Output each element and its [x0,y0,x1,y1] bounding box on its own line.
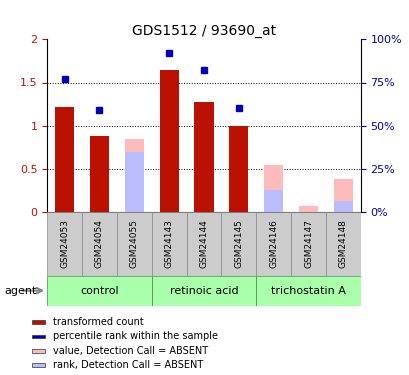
Bar [256,212,290,276]
Bar [151,276,256,306]
Text: trichostatin A: trichostatin A [270,286,345,296]
Bar [256,276,360,306]
Bar [333,179,352,212]
Text: retinoic acid: retinoic acid [169,286,238,296]
Bar [124,140,144,212]
Text: value, Detection Call = ABSENT: value, Detection Call = ABSENT [52,346,207,356]
Bar [186,212,221,276]
Title: GDS1512 / 93690_at: GDS1512 / 93690_at [132,24,275,38]
Bar [32,363,45,367]
Bar [32,334,45,338]
Text: rank, Detection Call = ABSENT: rank, Detection Call = ABSENT [52,360,202,370]
Text: control: control [80,286,119,296]
Text: GSM24147: GSM24147 [303,219,312,268]
Text: GSM24146: GSM24146 [269,219,277,268]
Bar [90,136,109,212]
Bar [32,349,45,352]
Text: transformed count: transformed count [52,317,143,327]
Text: GSM24143: GSM24143 [164,219,173,268]
Bar [194,102,213,212]
Bar [159,70,178,212]
Bar [325,212,360,276]
Text: GSM24148: GSM24148 [338,219,347,268]
Bar [263,190,283,212]
Text: GSM24054: GSM24054 [95,219,103,268]
Bar [333,201,352,212]
Text: GSM24055: GSM24055 [130,219,138,268]
Text: agent: agent [4,286,36,296]
Bar [290,212,325,276]
Bar [47,276,151,306]
Bar [221,212,256,276]
Bar [82,212,117,276]
Bar [229,126,248,212]
Text: GSM24144: GSM24144 [199,219,208,268]
Text: percentile rank within the sample: percentile rank within the sample [52,332,217,342]
Bar [263,165,283,212]
Bar [55,106,74,212]
Text: GSM24145: GSM24145 [234,219,243,268]
Bar [32,320,45,324]
Bar [151,212,186,276]
Text: GSM24053: GSM24053 [60,219,69,268]
Bar [124,152,144,212]
Bar [47,212,82,276]
Bar [117,212,151,276]
Bar [298,206,317,212]
